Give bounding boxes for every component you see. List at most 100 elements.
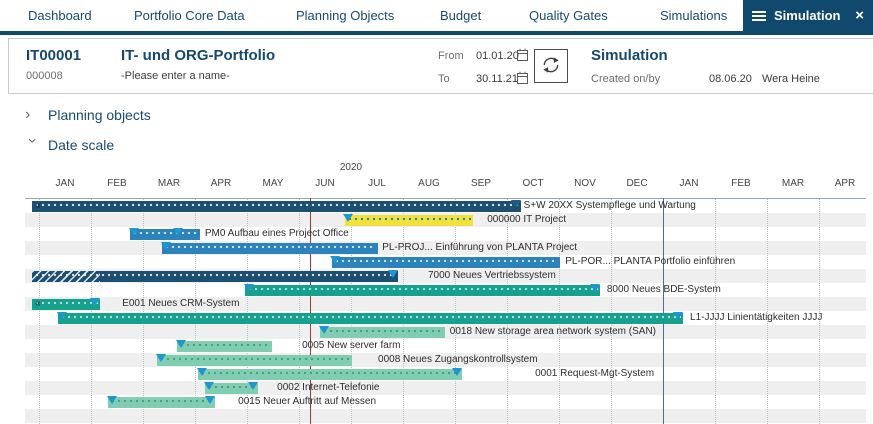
milestone-marker[interactable]	[243, 284, 254, 292]
tab-simulation-label: Simulation	[774, 8, 841, 23]
close-tab-icon[interactable]: ×	[855, 7, 864, 24]
gantt-bar[interactable]	[319, 327, 446, 338]
gantt-bar[interactable]	[244, 285, 601, 296]
milestone-marker[interactable]	[387, 270, 398, 278]
gantt-scale-line	[25, 198, 866, 199]
milestone-marker[interactable]	[205, 396, 216, 404]
tab-simulation[interactable]: Simulation ×	[743, 0, 873, 31]
gantt-row: 0018 New storage area network system (SA…	[25, 325, 866, 339]
gantt-bar[interactable]	[157, 355, 353, 366]
simulation-name-field[interactable]: -Please enter a name-	[121, 70, 230, 82]
milestone-marker[interactable]	[590, 284, 601, 292]
portfolio-id: IT00001	[26, 47, 82, 64]
milestone-marker[interactable]	[248, 382, 259, 390]
gantt-month-label: JUL	[368, 178, 386, 189]
gantt-bar[interactable]	[108, 397, 215, 408]
nav-item-planning-objects[interactable]: Planning Objects	[296, 8, 395, 23]
nav-underline	[0, 31, 873, 35]
milestone-marker[interactable]	[204, 382, 215, 390]
gantt-bar[interactable]	[344, 215, 474, 226]
gantt-gridline	[507, 199, 508, 424]
created-date: 08.06.20	[709, 73, 752, 85]
gantt-row: 0002 Internet-Telefonie	[25, 381, 866, 395]
section-planning-objects-label: Planning objects	[48, 107, 151, 123]
milestone-marker[interactable]	[452, 368, 463, 376]
gantt-gridline	[403, 199, 404, 424]
gantt-bar-label: 0001 Request-Mgt-System	[535, 368, 655, 379]
refresh-icon	[541, 55, 561, 78]
milestone-marker[interactable]	[172, 228, 183, 236]
gantt-bar[interactable]	[198, 369, 462, 380]
gantt-bar[interactable]	[31, 271, 398, 282]
nav-item-simulations[interactable]: Simulations	[660, 8, 728, 23]
gantt-row: PL-POR... PLANTA Portfolio einführen	[25, 255, 866, 269]
section-date-scale-label: Date scale	[48, 137, 115, 153]
gantt-row: 8000 Neues BDE-System	[25, 283, 866, 297]
gantt-bar[interactable]	[176, 341, 272, 352]
gantt-bar[interactable]	[331, 257, 561, 268]
gantt-bar[interactable]	[204, 383, 258, 394]
gantt-month-label: FEB	[731, 178, 751, 189]
nav-item-budget[interactable]: Budget	[440, 8, 482, 23]
gantt-bar-label: 7000 Neues Vertriebssystem	[427, 270, 556, 281]
gantt-bar[interactable]: «	[31, 200, 522, 212]
gantt-bar[interactable]	[58, 313, 683, 324]
milestone-marker[interactable]	[156, 354, 167, 362]
gantt-row: « S+W 20XX Systempflege und Wartung	[25, 199, 866, 213]
milestone-marker[interactable]	[160, 242, 171, 250]
from-date-field[interactable]: 01.01.20	[476, 50, 519, 62]
top-navigation: Dashboard Portfolio Core Data Planning Obj…	[0, 0, 873, 31]
created-by: Wera Heine	[762, 73, 820, 85]
milestone-marker[interactable]	[330, 256, 341, 264]
gantt-bar-label: 0015 Neuer Auftritt auf Messen	[238, 396, 377, 407]
gantt-year-label: 2020	[339, 162, 363, 173]
gantt-month-label: JAN	[679, 178, 699, 189]
gantt-row: 0008 Neues Zugangskontrollsystem	[25, 353, 866, 367]
continues-left-icon: «	[34, 200, 41, 211]
milestone-marker[interactable]	[342, 214, 353, 222]
milestone-marker[interactable]	[197, 368, 208, 376]
milestone-marker[interactable]	[672, 312, 683, 320]
hamburger-menu-icon[interactable]	[752, 9, 766, 23]
calendar-icon[interactable]	[516, 71, 529, 90]
gantt-bar-label: PM0 Aufbau eines Project Office	[204, 228, 349, 239]
gantt-row: 0015 Neuer Auftritt auf Messen	[25, 395, 866, 409]
portfolio-name: IT- und ORG-Portfolio	[121, 47, 276, 64]
section-planning-objects[interactable]: › Planning objects	[25, 106, 151, 124]
gantt-gridline	[143, 199, 144, 424]
milestone-marker[interactable]	[318, 326, 329, 334]
milestone-marker[interactable]	[107, 396, 118, 404]
milestone-marker[interactable]	[510, 200, 521, 208]
milestone-marker[interactable]	[129, 228, 140, 236]
gantt-row: « E001 Neues CRM-System	[25, 297, 866, 311]
section-date-scale[interactable]: › Date scale	[24, 136, 115, 154]
gantt-row: 7000 Neues Vertriebssystem	[25, 269, 866, 283]
nav-item-quality-gates[interactable]: Quality Gates	[529, 8, 608, 23]
gantt-bar-label: PL-POR... PLANTA Portfolio einführen	[565, 256, 736, 267]
gantt-bar-label: L1-JJJJ Linientätigkeiten JJJJ	[690, 312, 823, 323]
milestone-marker[interactable]	[90, 298, 101, 306]
gantt-bar-label: 0002 Internet-Telefonie	[277, 382, 380, 393]
nav-item-portfolio-core-data[interactable]: Portfolio Core Data	[134, 8, 245, 23]
gantt-gridline	[195, 199, 196, 424]
calendar-icon[interactable]	[516, 48, 529, 67]
gantt-bar[interactable]	[130, 229, 201, 240]
refresh-button[interactable]	[534, 49, 568, 83]
created-label: Created on/by	[591, 73, 661, 85]
milestone-marker[interactable]	[175, 340, 186, 348]
gantt-bar[interactable]: «	[31, 298, 100, 310]
gantt-row: 0001 Request-Mgt-System	[25, 367, 866, 381]
gantt-month-label: DEC	[626, 178, 648, 189]
gantt-gridline	[455, 199, 456, 424]
simulation-id: 000008	[26, 70, 63, 82]
nav-item-dashboard[interactable]: Dashboard	[28, 8, 92, 23]
gantt-month-label: MAR	[157, 178, 181, 189]
gantt-row: PL-PROJ... Einführung von PLANTA Project	[25, 241, 866, 255]
to-date-field[interactable]: 30.11.21	[476, 73, 519, 85]
gantt-bar[interactable]	[162, 243, 379, 254]
gantt-bar-label: 0018 New storage area network system (SA…	[449, 326, 656, 337]
chevron-down-icon: ›	[24, 138, 41, 144]
gantt-bar-label: E001 Neues CRM-System	[122, 298, 240, 309]
gantt-month-label: SEP	[470, 178, 491, 189]
milestone-marker[interactable]	[57, 312, 68, 320]
